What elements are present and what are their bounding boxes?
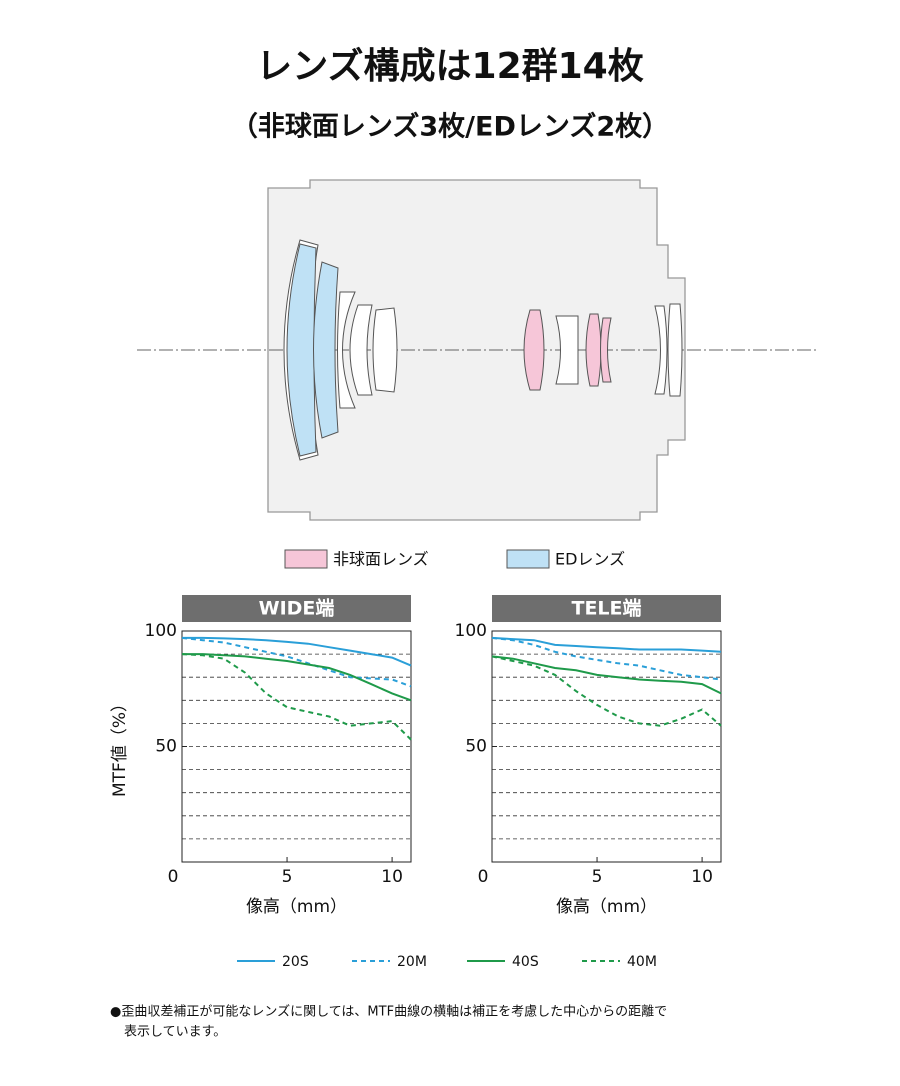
series-line [491,636,722,681]
lens [555,315,579,385]
x-tick-label: 0 [478,867,489,887]
series-line [491,636,722,653]
x-tick-label: 5 [592,867,603,887]
lens [372,307,398,393]
series-line [181,636,412,688]
lens [654,305,668,395]
subtitle: （非球面レンズ3枚/EDレンズ2枚） [231,111,669,143]
x-tick-label: 10 [381,867,403,887]
x-tick-label: 5 [282,867,293,887]
x-axis-label: 像高（mm） [556,897,657,917]
lens-ed [286,243,317,457]
footnote: ●歪曲収差補正が可能なレンズに関しては、MTF曲線の横軸は補正を考慮した中心から… [110,1004,667,1020]
chart-header [492,595,721,622]
chart-header [182,595,411,622]
series-line [182,636,412,667]
x-tick-label: 0 [168,867,179,887]
y-tick-label: 50 [465,737,487,757]
lens [667,303,683,397]
y-tick-label: 100 [455,621,487,641]
lens-aspherical [585,313,602,387]
legend-label: 40S [512,954,539,970]
legend-label: 40M [627,954,657,970]
title: レンズ構成は12群14枚 [256,45,643,87]
lens-legend: 非球面レンズ EDレンズ [284,549,625,569]
y-tick-label: 50 [155,737,177,757]
charts: WIDE端 50 100 0 5 10 像高（mm） MTF値（%） TELE端 50 100 0 5 1… [110,595,722,917]
x-axis-label: 像高（mm） [246,897,347,917]
series-line [181,653,412,741]
series-line [491,655,722,695]
legend-label: 20S [282,954,309,970]
chart-title: TELE端 [571,597,641,620]
series-line [182,653,412,702]
chart-title: WIDE端 [259,597,335,620]
lens [337,291,356,409]
legend-label: 非球面レンズ [333,550,429,569]
lens-aspherical [523,309,545,391]
footnote: 表示しています。 [124,1025,226,1040]
y-axis-label: MTF値（%） [110,695,130,797]
legend-label: EDレンズ [555,550,625,569]
legend-swatch [506,549,550,569]
series-line [491,655,722,727]
legend: 20S 20M 40S 40M [237,954,657,970]
lens [349,304,373,396]
legend-label: 20M [397,954,427,970]
y-tick-label: 100 [145,621,177,641]
legend-swatch [284,549,328,569]
x-tick-label: 10 [691,867,713,887]
lens-ed [313,261,339,439]
lens-diagram [137,179,818,521]
lens-aspherical [600,317,612,383]
